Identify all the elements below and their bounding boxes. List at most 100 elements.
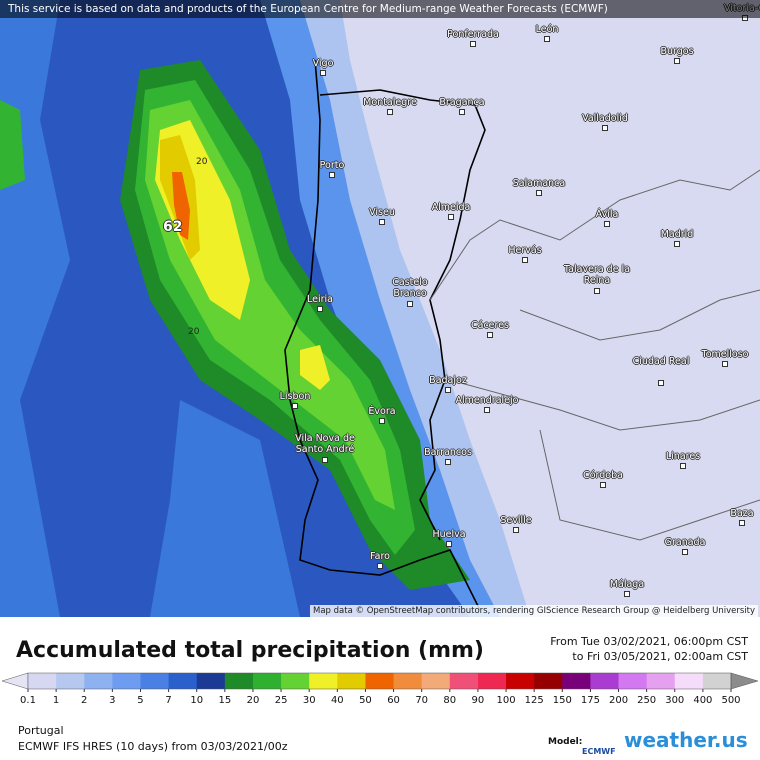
- colorbar-label: 60: [387, 695, 400, 706]
- colorbar-segment: [337, 673, 366, 689]
- colorbar-segment: [281, 673, 310, 689]
- colorbar-segment: [84, 673, 113, 689]
- colorbar-segment: [646, 673, 676, 689]
- colorbar-label: 125: [525, 695, 544, 706]
- place-label: Granada: [664, 537, 706, 548]
- place-label: Vila Nova de Santo André: [295, 433, 355, 455]
- place-label: Córdoba: [583, 470, 623, 481]
- contour-label: 20: [188, 327, 200, 337]
- place-dot: [329, 172, 335, 178]
- colorbar-segment: [140, 673, 170, 689]
- colorbar-segment: [112, 673, 141, 689]
- place-dot: [680, 463, 686, 469]
- place-label: Faro: [370, 551, 390, 562]
- place-dot: [379, 219, 385, 225]
- colorbar-label: 500: [721, 695, 740, 706]
- period-start: From Tue 03/02/2021, 06:00pm CST: [550, 635, 748, 648]
- place-label: Lisbon: [279, 391, 311, 402]
- colorbar-segment: [449, 673, 479, 689]
- colorbar-label: 2: [81, 695, 87, 706]
- place-label: Porto: [319, 160, 345, 171]
- colorbar-segment: [477, 673, 507, 689]
- colorbar-segment: [590, 673, 620, 689]
- place-label: Barrancos: [424, 447, 472, 458]
- place-label: Madrid: [660, 229, 694, 240]
- place-label: Almeida: [431, 202, 471, 213]
- colorbar-segment: [562, 673, 591, 689]
- colorbar-label: 100: [496, 695, 515, 706]
- field: [172, 172, 190, 240]
- place-dot: [320, 70, 326, 76]
- place-label: Bragança: [439, 97, 485, 108]
- place-dot: [459, 109, 465, 115]
- place-dot: [445, 459, 451, 465]
- place-label: Ponferrada: [447, 29, 499, 40]
- place-label: Leiria: [307, 294, 333, 305]
- place-dot: [658, 380, 664, 386]
- colorbar-segment: [28, 673, 57, 689]
- legend-title: Accumulated total precipitation (mm): [16, 638, 484, 663]
- place-label: Seville: [500, 515, 532, 526]
- colorbar-segment: [506, 673, 535, 689]
- colorbar-label: 400: [693, 695, 712, 706]
- coastline: [284, 59, 481, 611]
- colorbar-label: 30: [303, 695, 316, 706]
- place-label: Talavera de la Reina: [563, 264, 631, 286]
- place-dot: [317, 306, 323, 312]
- place-label: Castelo Branco: [392, 277, 428, 299]
- place-dot: [594, 288, 600, 294]
- period-end: to Fri 03/05/2021, 02:00am CST: [572, 650, 748, 663]
- place-dot: [470, 41, 476, 47]
- place-dot: [674, 58, 680, 64]
- model-name: ECMWF: [582, 747, 616, 756]
- border: [319, 89, 486, 541]
- colorbar-arrow: [730, 672, 759, 690]
- place-label: Badajoz: [429, 375, 467, 386]
- place-dot: [722, 361, 728, 367]
- colorbar-label: 150: [553, 695, 572, 706]
- place-label: Ávila: [595, 209, 619, 220]
- place-dot: [513, 527, 519, 533]
- colorbar-label: 15: [218, 695, 231, 706]
- place-dot: [604, 221, 610, 227]
- colorbar-label: 50: [359, 695, 372, 706]
- colorbar-frame: [27, 672, 732, 690]
- place-dot: [292, 403, 298, 409]
- map: Vitoria-GPonferradaLeónBurgosVigoMontale…: [0, 0, 760, 617]
- place-label: Málaga: [609, 579, 645, 590]
- colorbar: 0.1 1 2 3 5 7 10 15 20 25 30 40 50 60 70 80 90 100 125 150 1…: [1, 672, 759, 706]
- place-label: Vigo: [312, 58, 334, 69]
- place-label: Burgos: [660, 46, 694, 57]
- colorbar-label: 300: [665, 695, 684, 706]
- place-dot: [484, 407, 490, 413]
- colorbar-label: 5: [137, 695, 143, 706]
- place-dot: [536, 190, 542, 196]
- colorbar-label: 25: [275, 695, 288, 706]
- field: [300, 345, 330, 390]
- place-dot: [739, 520, 745, 526]
- colorbar-segment: [674, 673, 704, 689]
- land-field: [340, 0, 760, 617]
- place-label: Huelva: [432, 529, 466, 540]
- place-label: Hervás: [508, 245, 542, 256]
- colorbar-label: 90: [472, 695, 485, 706]
- colorbar-segment: [196, 673, 226, 689]
- colorbar-segment: [365, 673, 395, 689]
- model-run: ECMWF IFS HRES (10 days) from 03/03/2021…: [18, 740, 288, 753]
- field: [0, 100, 25, 190]
- colorbar-label: 40: [331, 695, 344, 706]
- colorbar-segment: [393, 673, 423, 689]
- place-label: Montalegre: [363, 97, 417, 108]
- brand: weather.us: [624, 728, 748, 752]
- map-layer: [0, 0, 760, 617]
- place-dot: [377, 563, 383, 569]
- place-label: Linares: [665, 451, 701, 462]
- colorbar-segment: [309, 673, 338, 689]
- place-dot: [448, 214, 454, 220]
- place-label: Cáceres: [470, 320, 510, 331]
- colorbar-segment: [252, 673, 282, 689]
- colorbar-label: 200: [609, 695, 628, 706]
- place-dot: [522, 257, 528, 263]
